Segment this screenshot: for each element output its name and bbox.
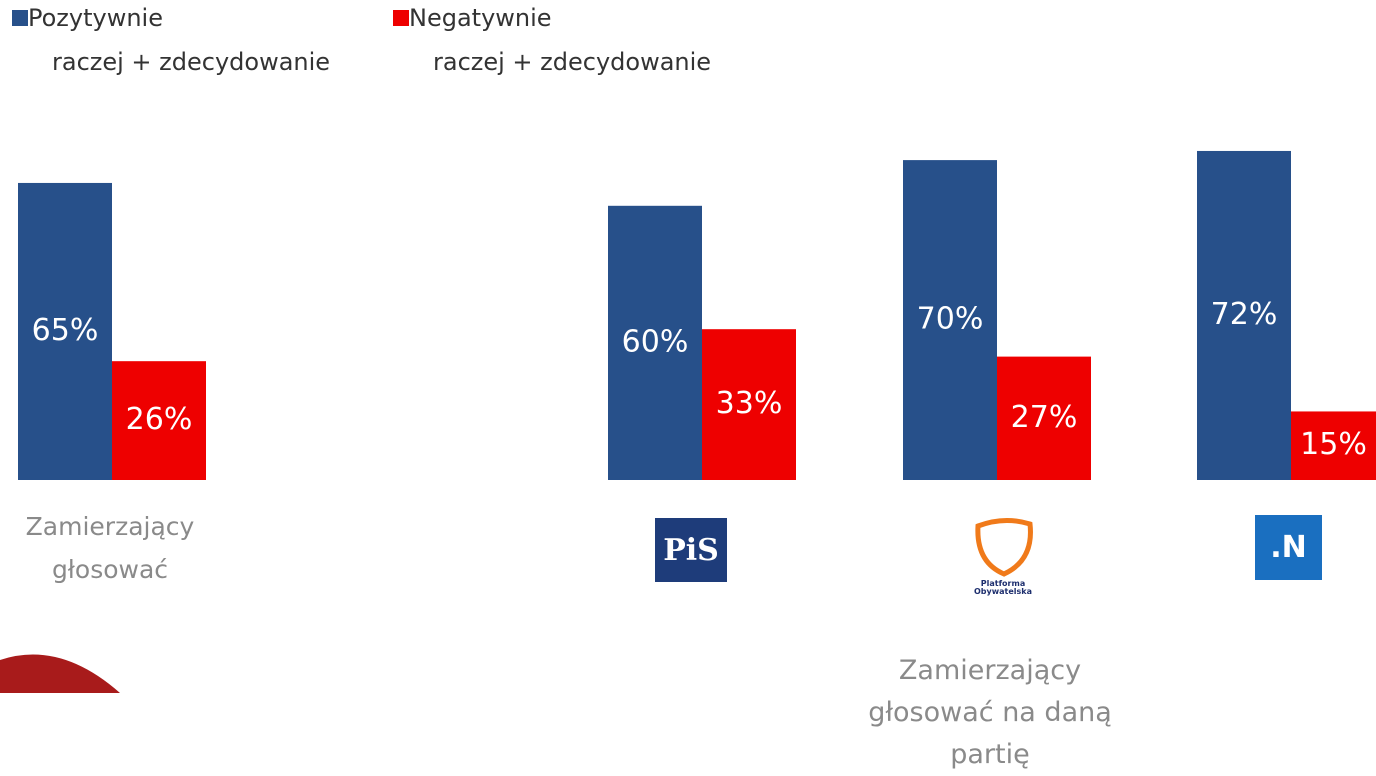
legend-note: raczej + zdecydowanie	[433, 48, 712, 76]
bar	[1197, 150, 1291, 480]
value-label: 15%	[1300, 427, 1367, 462]
party-logo: PiS	[655, 518, 727, 582]
party-logo: .N	[1255, 515, 1322, 580]
value-label: 33%	[716, 386, 783, 421]
chart: 65% 26% 60% 33% 70% 27% 72% 15%	[0, 150, 1376, 693]
bar	[112, 361, 206, 480]
value-label: 70%	[917, 302, 984, 337]
legend-swatch	[12, 10, 28, 26]
bar	[608, 205, 702, 481]
value-label: 26%	[126, 402, 193, 437]
legend-label: Negatywnie	[409, 4, 552, 32]
x-tick-label: Zamierzający głosować	[25, 512, 195, 584]
page: 65% 26% 60% 33% 70% 27% 72% 15% Pozytywnie racze…	[0, 4, 1376, 770]
bar	[997, 356, 1091, 480]
bar	[18, 182, 112, 480]
value-label: 72%	[1211, 297, 1278, 332]
bar	[1291, 411, 1376, 480]
legend-note: raczej + zdecydowanie	[52, 48, 331, 76]
bar	[702, 329, 796, 480]
value-label: 65%	[32, 313, 99, 348]
value-label: 60%	[622, 324, 689, 359]
party-logo: Platforma Obywatelska	[973, 579, 1032, 596]
logo-shape	[975, 518, 1033, 577]
legend-label: Pozytywnie	[28, 4, 163, 32]
corner-decoration	[0, 654, 120, 693]
annotation: Zamierzający głosować na daną partię	[868, 655, 1112, 770]
value-label: 27%	[1011, 400, 1078, 435]
legend-swatch	[393, 10, 409, 26]
bar	[903, 160, 997, 480]
